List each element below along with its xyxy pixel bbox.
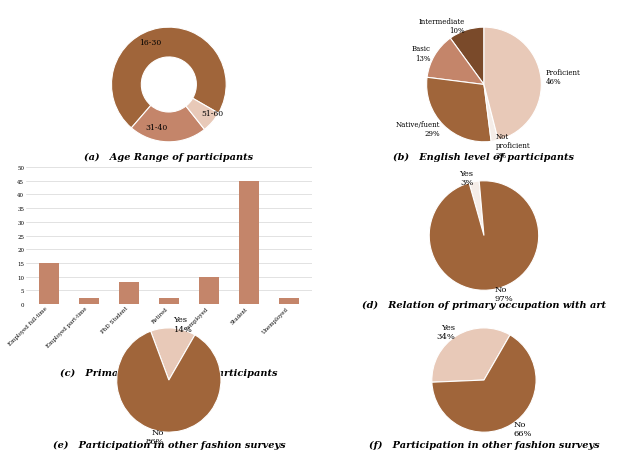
Text: Native/fuent
29%: Native/fuent 29% [396,120,440,138]
Text: 31-40: 31-40 [146,124,168,132]
Text: Intermediate
10%: Intermediate 10% [419,18,465,35]
Text: No
86%: No 86% [145,428,164,445]
Title: (c)   Primary occupation of participants: (c) Primary occupation of participants [60,368,278,377]
Text: 51-60: 51-60 [202,109,223,118]
Title: (d)   Relation of primary occupation with art: (d) Relation of primary occupation with … [362,300,606,309]
Wedge shape [150,328,195,380]
Text: Not
proficient
2%: Not proficient 2% [495,133,530,159]
Bar [119,282,139,304]
Text: Yes
14%: Yes 14% [173,316,193,333]
Wedge shape [131,106,204,142]
Title: (e)   Participation in other fashion surveys: (e) Participation in other fashion surve… [52,440,285,449]
Text: No
66%: No 66% [513,420,532,437]
Wedge shape [469,182,484,236]
Wedge shape [484,85,498,142]
Text: Basic
13%: Basic 13% [412,45,431,62]
Wedge shape [427,39,484,85]
Bar [199,277,219,304]
Wedge shape [432,335,536,432]
Text: 16-30: 16-30 [140,39,162,47]
Bar [79,299,99,304]
Wedge shape [484,28,541,141]
Title: (a)   Age Range of participants: (a) Age Range of participants [84,153,253,162]
Text: Yes
34%: Yes 34% [436,324,455,341]
Wedge shape [116,331,221,432]
Title: (f)   Participation in other fashion surveys: (f) Participation in other fashion surve… [369,440,599,449]
Text: Yes
3%: Yes 3% [460,169,474,186]
Bar [279,299,299,304]
Wedge shape [451,28,484,85]
Wedge shape [111,28,226,129]
Text: No
97%: No 97% [495,285,513,302]
Wedge shape [427,78,491,142]
Bar [38,263,59,304]
Text: Proficient
46%: Proficient 46% [545,69,580,86]
Bar [239,181,259,304]
Wedge shape [186,99,218,130]
Wedge shape [429,181,539,291]
Bar [159,299,179,304]
Wedge shape [432,328,510,382]
Title: (b)   English level of participants: (b) English level of participants [394,153,575,162]
